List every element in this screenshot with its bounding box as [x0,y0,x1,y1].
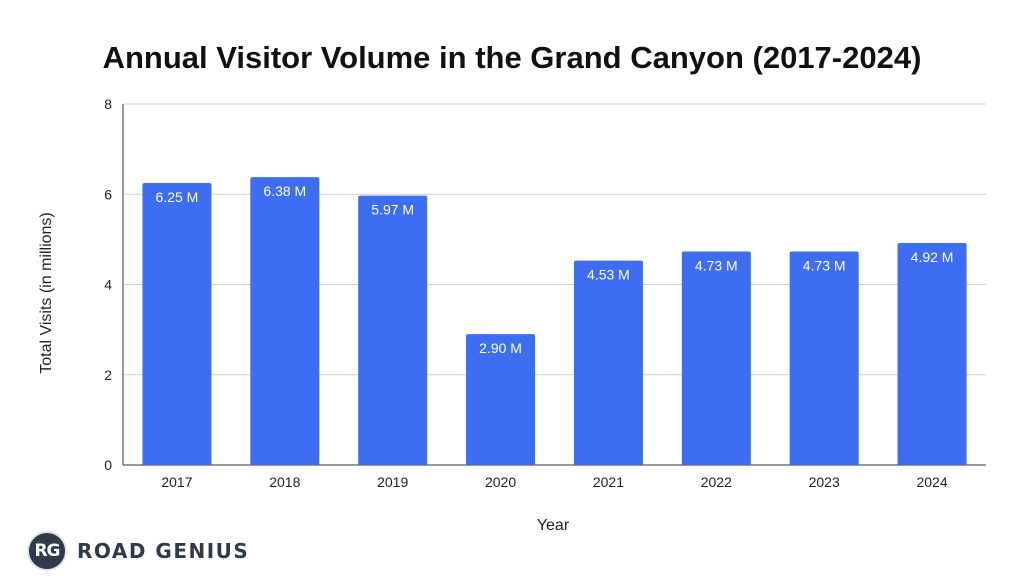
x-tick-label: 2023 [809,474,840,490]
y-tick-label: 6 [104,186,112,202]
bar [250,177,320,466]
bar [142,182,212,465]
chart-title: Annual Visitor Volume in the Grand Canyo… [102,40,922,75]
x-tick-label: 2024 [916,474,947,490]
data-label: 6.38 M [263,183,306,199]
bar [897,242,967,465]
bar [681,251,751,465]
x-tick-label: 2022 [701,474,732,490]
data-label: 2.90 M [479,340,522,356]
x-tick-label: 2018 [269,474,300,490]
logo-badge: RG [27,531,67,571]
x-tick-label: 2020 [485,474,516,490]
data-label: 4.92 M [911,249,954,265]
bar [466,334,536,465]
logo-initials: RG [34,541,60,561]
y-tick-label: 0 [104,457,112,473]
logo-text: ROAD GENIUS [77,539,250,563]
y-tick-label: 2 [104,367,112,383]
x-axis-label: Year [536,517,570,534]
bar [789,251,859,465]
y-tick-label: 4 [104,277,112,293]
x-tick-label: 2021 [593,474,624,490]
y-tick-label: 8 [104,96,112,112]
x-tick-label: 2019 [377,474,408,490]
x-tick-label: 2017 [161,474,192,490]
bar [358,195,428,465]
data-label: 4.53 M [587,267,630,283]
data-label: 4.73 M [803,258,846,274]
data-label: 6.25 M [156,189,199,205]
bar [573,260,643,465]
data-label: 4.73 M [695,258,738,274]
data-label: 5.97 M [371,202,414,218]
brand-logo: RG ROAD GENIUS [27,530,249,572]
